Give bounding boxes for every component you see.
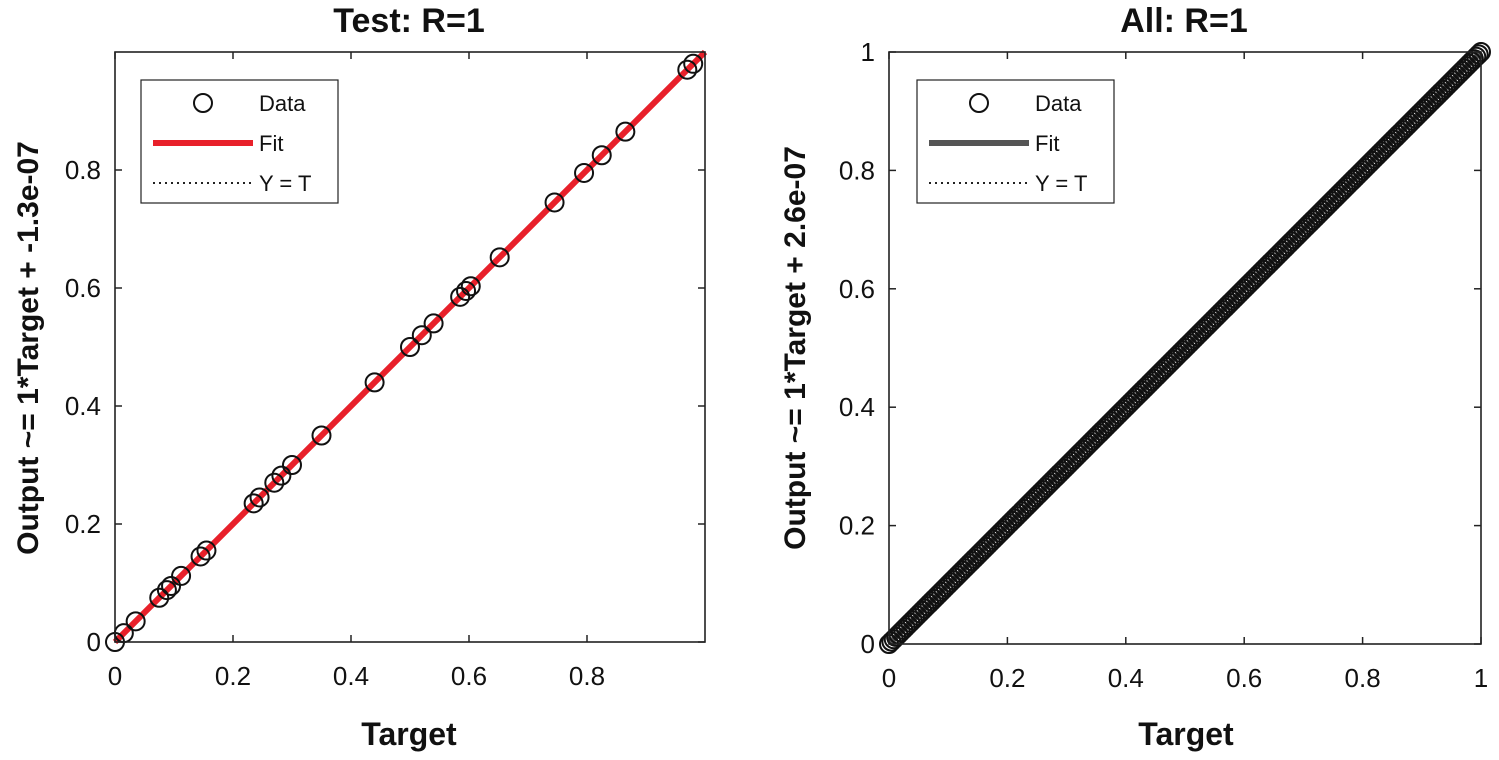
data-point (311, 425, 332, 446)
data-point (489, 247, 510, 268)
legend-label-data: Data (259, 91, 306, 116)
x-tick-label: 0.2 (989, 663, 1025, 693)
data-point (400, 337, 420, 357)
data-point (364, 372, 385, 393)
data-point (125, 611, 146, 632)
x-tick-label: 1 (1474, 663, 1488, 693)
data-point (243, 493, 264, 514)
y-axis-label: Output ~= 1*Target + -1.3e-07 (12, 141, 45, 555)
data-point (423, 313, 444, 334)
data-point (460, 276, 481, 297)
y-axis-label: Output ~= 1*Target + 2.6e-07 (779, 146, 812, 550)
data-point (1463, 49, 1484, 70)
x-axis-label: Target (1138, 716, 1234, 752)
data-point (450, 286, 471, 307)
data-point (190, 546, 211, 567)
chart-title: All: R=1 (1120, 2, 1248, 40)
y-tick-label: 0.6 (65, 273, 101, 303)
data-point (149, 587, 170, 608)
legend: Data Fit Y = T (140, 79, 339, 204)
data-point (1466, 46, 1487, 67)
y-tick-label: 0.4 (839, 392, 875, 422)
data-point (156, 580, 177, 601)
x-tick-label: 0.6 (451, 661, 487, 691)
y-tick-label: 0 (87, 627, 101, 657)
data-point (615, 121, 636, 142)
y-tick-label: 0.2 (65, 509, 101, 539)
x-tick-label: 0.4 (333, 661, 369, 691)
legend-label-data: Data (1035, 91, 1082, 116)
x-tick-label: 0.2 (215, 661, 251, 691)
data-point (161, 575, 182, 596)
y-tick-label: 0.6 (839, 274, 875, 304)
x-tick-label: 0.8 (569, 661, 605, 691)
data-point (574, 162, 595, 183)
legend-label-identity: Y = T (1035, 171, 1087, 196)
x-tick-label: 0.6 (1226, 663, 1262, 693)
y-tick-labels: 0 0.2 0.4 0.6 0.8 1 (839, 37, 875, 659)
x-tick-labels: 0 0.2 0.4 0.6 0.8 1 (882, 663, 1488, 693)
y-tick-label: 0.8 (839, 155, 875, 185)
y-tick-label: 0.4 (65, 391, 101, 421)
test-regression-panel: Test: R=1 Output ~= 1*Target + -1.3e-07 … (12, 2, 708, 752)
data-point (264, 472, 285, 493)
data-points (879, 42, 1491, 654)
all-regression-panel: All: R=1 Output ~= 1*Target + 2.6e-07 Ta… (779, 2, 1491, 752)
data-point (683, 53, 704, 74)
data-points (105, 53, 704, 652)
legend-label-fit: Fit (259, 131, 283, 156)
y-tick-label: 0.8 (65, 155, 101, 185)
x-tick-label: 0.8 (1345, 663, 1381, 693)
data-point (591, 145, 612, 166)
data-point (677, 59, 698, 80)
y-tick-label: 1 (861, 37, 875, 67)
y-tick-label: 0 (861, 629, 875, 659)
axes-box (888, 51, 1482, 645)
data-point (282, 455, 302, 475)
axes-box (114, 51, 706, 643)
y-tick-label: 0.2 (839, 511, 875, 541)
legend-data-marker (969, 93, 989, 113)
data-point (411, 325, 432, 346)
y-tick-labels: 0 0.2 0.4 0.6 0.8 (65, 155, 101, 657)
legend-label-identity: Y = T (259, 171, 311, 196)
legend: Data Fit Y = T (916, 79, 1115, 204)
data-point (196, 540, 217, 561)
data-point (544, 192, 565, 213)
x-axis-label: Target (361, 716, 457, 752)
data-point (456, 280, 477, 301)
data-point (271, 465, 292, 486)
legend-label-fit: Fit (1035, 131, 1059, 156)
x-tick-labels: 0 0.2 0.4 0.6 0.8 (108, 661, 605, 691)
chart-title: Test: R=1 (333, 2, 484, 40)
legend-data-marker (193, 93, 213, 113)
data-point (1468, 44, 1489, 65)
x-tick-label: 0 (108, 661, 122, 691)
x-tick-label: 0.4 (1108, 663, 1144, 693)
x-tick-label: 0 (882, 663, 896, 693)
data-point (249, 487, 270, 508)
data-point (171, 565, 192, 586)
